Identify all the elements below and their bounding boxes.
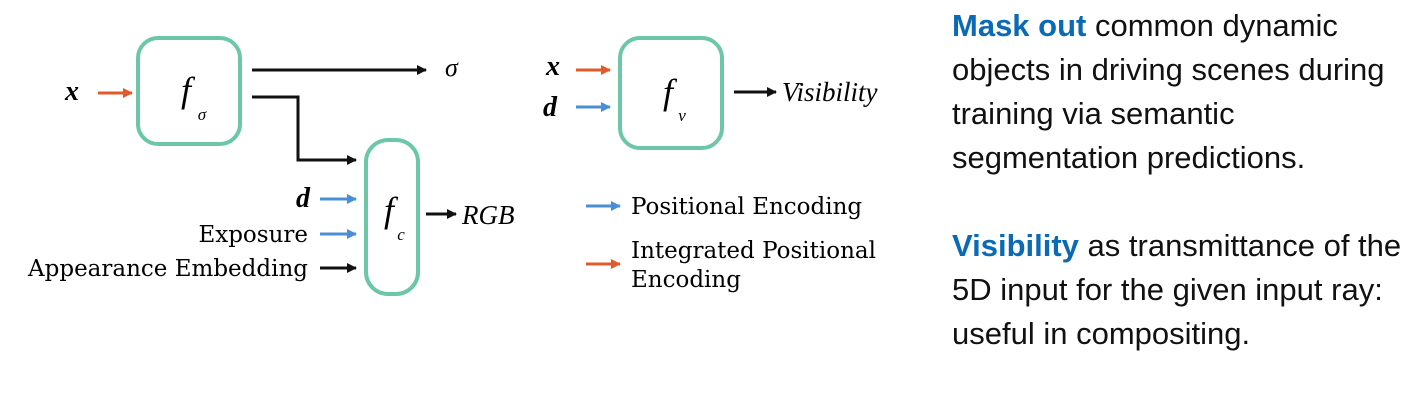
- f-c-subscript: c: [397, 225, 405, 244]
- mask-out-highlight: Mask out: [952, 8, 1087, 43]
- f-sigma-box: [136, 36, 242, 146]
- mask-out-body: common dynamic objects in driving scenes…: [952, 8, 1385, 175]
- f-v-subscript: v: [678, 106, 686, 125]
- f-v-box: [618, 36, 724, 150]
- exposure-label: Exposure: [198, 222, 308, 248]
- f-sigma-input-x-label: x: [64, 76, 79, 107]
- visibility-body: as transmittance of the 5D input for the…: [952, 228, 1402, 351]
- sigma-output-label: σ: [445, 53, 459, 82]
- description-text: Mask out common dynamic objects in drivi…: [952, 4, 1402, 400]
- f-sigma-to-f-c-arrow: [252, 95, 357, 165]
- visibility-output-label: Visibility: [782, 77, 878, 107]
- f-sigma-subscript: σ: [198, 105, 207, 124]
- f-v-function-label: f: [663, 72, 678, 112]
- visibility-paragraph: Visibility as transmittance of the 5D in…: [952, 224, 1402, 356]
- visibility-highlight: Visibility: [952, 228, 1079, 263]
- appearance-embedding-label: Appearance Embedding: [27, 256, 308, 282]
- legend-encoding-label: Encoding: [631, 267, 741, 293]
- legend-positional-encoding-label: Positional Encoding: [631, 194, 862, 220]
- f-v-input-x-label: x: [545, 51, 560, 82]
- f-c-box: [364, 138, 420, 296]
- rgb-output-label: RGB: [461, 200, 514, 230]
- f-sigma-function-label: f: [181, 70, 196, 110]
- architecture-diagram: x f σ σ d Exposure Appearance Embedding …: [27, 36, 878, 296]
- legend-integrated-positional-label: Integrated Positional: [631, 238, 876, 264]
- f-c-function-label: f: [384, 190, 399, 230]
- f-v-input-d-label: d: [543, 92, 558, 123]
- f-c-input-d-label: d: [296, 183, 311, 214]
- mask-out-paragraph: Mask out common dynamic objects in drivi…: [952, 4, 1402, 180]
